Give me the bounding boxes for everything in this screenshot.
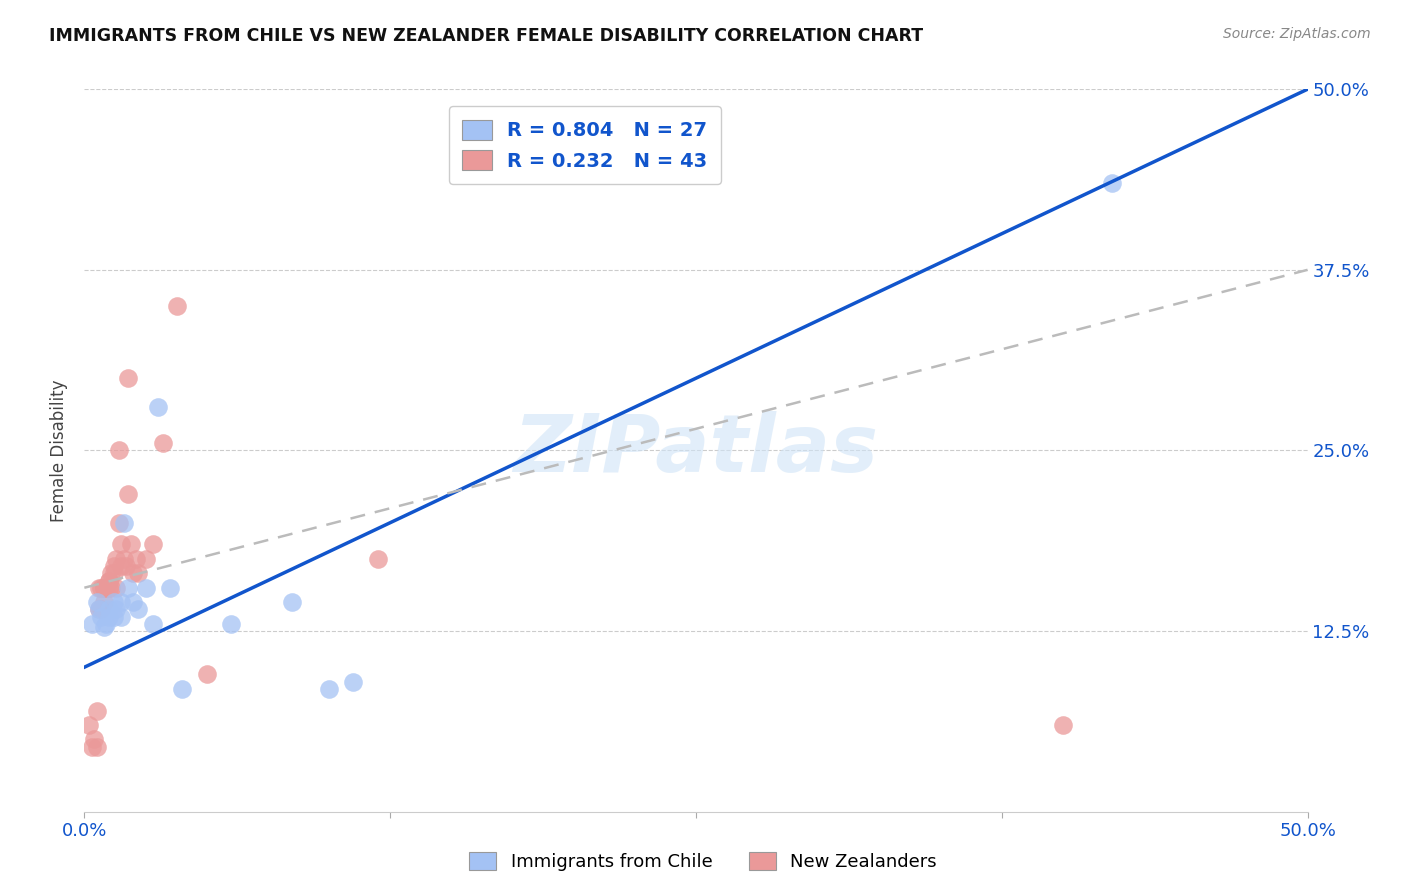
Point — [97, 574, 120, 588]
Point — [122, 566, 145, 581]
Point — [166, 299, 188, 313]
Point — [93, 595, 115, 609]
Point — [219, 616, 242, 631]
Point — [93, 581, 115, 595]
Point — [105, 551, 128, 566]
Point — [146, 400, 169, 414]
Point — [117, 487, 139, 501]
Point — [1101, 176, 1123, 190]
Point — [103, 595, 125, 609]
Point — [97, 574, 120, 588]
Point — [93, 581, 115, 595]
Point — [135, 551, 157, 566]
Point — [159, 581, 181, 595]
Point — [96, 616, 118, 631]
Point — [86, 704, 108, 718]
Point — [97, 602, 120, 616]
Point — [87, 602, 110, 616]
Point — [93, 620, 115, 634]
Point — [112, 516, 135, 530]
Point — [87, 602, 110, 616]
Point — [90, 602, 112, 616]
Point — [127, 566, 149, 581]
Point — [103, 566, 125, 581]
Text: IMMIGRANTS FROM CHILE VS NEW ZEALANDER FEMALE DISABILITY CORRELATION CHART: IMMIGRANTS FROM CHILE VS NEW ZEALANDER F… — [49, 27, 924, 45]
Text: ZIPatlas: ZIPatlas — [513, 411, 879, 490]
Point — [172, 681, 194, 696]
Point — [117, 581, 139, 595]
Point — [115, 559, 138, 574]
Point — [110, 595, 132, 609]
Point — [86, 595, 108, 609]
Point — [96, 581, 118, 595]
Point — [1052, 718, 1074, 732]
Point — [195, 667, 218, 681]
Point — [105, 602, 128, 616]
Point — [100, 566, 122, 581]
Point — [96, 581, 118, 595]
Point — [281, 595, 304, 609]
Point — [152, 436, 174, 450]
Y-axis label: Female Disability: Female Disability — [51, 379, 69, 522]
Point — [112, 551, 135, 566]
Point — [110, 537, 132, 551]
Point — [96, 581, 118, 595]
Legend: R = 0.804   N = 27, R = 0.232   N = 43: R = 0.804 N = 27, R = 0.232 N = 43 — [449, 106, 721, 184]
Point — [117, 371, 139, 385]
Point — [367, 551, 389, 566]
Point — [103, 559, 125, 574]
Point — [110, 559, 132, 574]
Point — [86, 739, 108, 754]
Text: Source: ZipAtlas.com: Source: ZipAtlas.com — [1223, 27, 1371, 41]
Point — [120, 537, 142, 551]
Point — [125, 551, 148, 566]
Point — [122, 595, 145, 609]
Point — [80, 739, 103, 754]
Point — [103, 609, 125, 624]
Point — [107, 516, 129, 530]
Point — [127, 602, 149, 616]
Point — [342, 674, 364, 689]
Point — [110, 609, 132, 624]
Point — [105, 581, 128, 595]
Point — [90, 581, 112, 595]
Point — [142, 537, 165, 551]
Point — [142, 616, 165, 631]
Point — [97, 581, 120, 595]
Point — [80, 616, 103, 631]
Point — [83, 732, 105, 747]
Point — [107, 443, 129, 458]
Point — [100, 581, 122, 595]
Point — [135, 581, 157, 595]
Point — [87, 581, 110, 595]
Point — [318, 681, 340, 696]
Legend: Immigrants from Chile, New Zealanders: Immigrants from Chile, New Zealanders — [463, 845, 943, 879]
Point — [97, 609, 120, 624]
Point — [77, 718, 100, 732]
Point — [90, 609, 112, 624]
